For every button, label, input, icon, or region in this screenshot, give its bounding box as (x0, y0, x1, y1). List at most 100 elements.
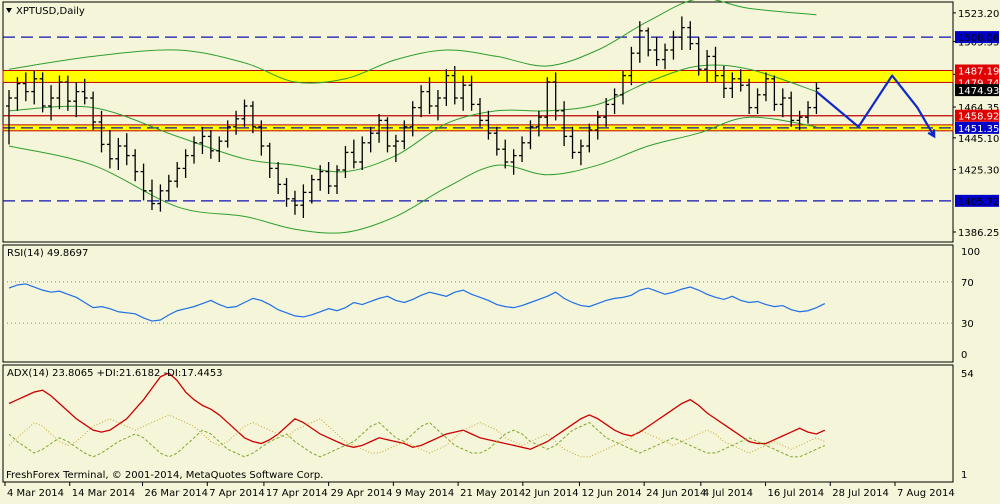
ohlc-bar (342, 146, 349, 178)
ohlc-bar (325, 162, 332, 194)
ohlc-bar (493, 126, 500, 156)
date-tick-label: 14 Mar 2014 (72, 488, 135, 499)
ohlc-bar (266, 142, 273, 178)
ohlc-bar (56, 75, 63, 110)
ohlc-bar (140, 163, 147, 201)
zones-layer (2, 69, 954, 132)
ohlc-bar (409, 101, 416, 137)
ohlc-bar (165, 174, 172, 201)
price-tick-label: 1523.20 (958, 9, 999, 20)
bollinger-layer (8, 0, 817, 234)
ohlc-bar (132, 149, 139, 182)
ohlc-bar (283, 178, 290, 207)
price-highlight-label: 1458.92 (958, 112, 999, 123)
ohlc-bar (561, 101, 568, 146)
adx-series-line (8, 421, 826, 458)
ohlc-bar (224, 120, 231, 148)
ohlc-bar (502, 139, 509, 169)
ohlc-bar (98, 110, 105, 153)
price-tick-label: 1386.25 (958, 228, 999, 239)
ohlc-bar (746, 78, 753, 114)
adx-level-label: 1 (961, 470, 967, 481)
price-axis: 1523.201505.351484.801464.351445.101425.… (953, 9, 999, 239)
ohlc-bar (611, 88, 618, 114)
ohlc-bar (90, 91, 97, 130)
price-highlight-box (955, 194, 999, 207)
date-tick-label: 26 Mar 2014 (145, 488, 208, 499)
price-highlight-box (955, 31, 999, 44)
adx-title: ADX(14) 23.8065 +DI:21.6182 -DI:17.4453 (7, 368, 223, 379)
ohlc-bar (199, 126, 206, 154)
date-tick-label: 7 Aug 2014 (897, 488, 955, 499)
rsi-level-label: 70 (961, 278, 974, 289)
price-highlight-label: 1508.06 (958, 33, 999, 44)
ohlc-bar (367, 126, 374, 153)
ohlc-bar (805, 101, 812, 124)
ohlc-bar (48, 85, 55, 121)
ohlc-bar (434, 90, 441, 121)
price-highlight-label: 1479.74 (958, 78, 999, 89)
ohlc-bar (249, 101, 256, 134)
ohlc-bar (300, 184, 307, 218)
watermark: FreshForex Terminal, © 2001-2014, MetaQu… (6, 470, 323, 481)
ohlc-bar (619, 70, 626, 105)
ohlc-bar (628, 46, 635, 86)
ohlc-bar (762, 72, 769, 102)
ohlc-bar (552, 72, 559, 121)
date-tick-label: 2 Jun 2014 (525, 488, 579, 499)
ohlc-bar (704, 50, 711, 82)
ohlc-bar (662, 43, 669, 70)
ohlc-bar (477, 98, 483, 127)
ohlc-bar (535, 110, 542, 137)
ohlc-bar (451, 66, 458, 105)
ohlc-bar (594, 110, 601, 140)
ohlc-bar (216, 136, 223, 162)
adx-layer: 54 1 (8, 369, 974, 481)
adx-panel-frame (2, 364, 954, 483)
ohlc-bar (384, 117, 391, 153)
horizontal-lines-layer (3, 36, 953, 202)
ohlc-bar (359, 136, 366, 170)
ohlc-bar (392, 134, 399, 162)
date-tick-label: 29 Apr 2014 (331, 488, 393, 499)
adx-series-line (8, 414, 826, 458)
price-highlight-label: 1405.72 (958, 197, 999, 208)
ohlc-bar (81, 78, 88, 105)
ohlc-bar (106, 130, 113, 169)
date-tick-label: 4 Mar 2014 (7, 488, 64, 499)
price-highlight-box (955, 109, 999, 122)
price-tick-label: 1445.10 (958, 134, 999, 145)
ohlc-bar (737, 69, 744, 92)
ohlc-bar (233, 110, 240, 135)
ohlc-bar (334, 165, 341, 194)
ohlc-bar (241, 99, 248, 127)
price-highlight-label: 1474.93 (958, 86, 999, 97)
ohlc-bar (813, 82, 820, 114)
symbol-title: XPTUSD,Daily (16, 6, 85, 17)
ohlc-bar (350, 139, 357, 169)
rsi-level-label: 100 (961, 247, 980, 258)
ohlc-bar (115, 138, 122, 170)
ohlc-bar (6, 90, 12, 145)
ohlc-bar (510, 149, 517, 175)
ohlc-bar (695, 37, 702, 76)
ohlc-bar (174, 162, 181, 188)
rsi-level-label: 0 (961, 350, 967, 361)
price-tick-label: 1464.35 (958, 103, 999, 114)
price-highlight-label: 1451.35 (958, 124, 999, 135)
date-tick-label: 12 Jun 2014 (581, 488, 641, 499)
price-highlight-box (955, 64, 999, 77)
ohlc-bar (645, 27, 652, 57)
ohlc-bar (191, 136, 198, 164)
ohlc-bar (519, 136, 526, 162)
ohlc-bar (729, 72, 736, 98)
ohlc-bar (603, 98, 610, 127)
date-tick-label: 4 Jul 2014 (703, 488, 753, 499)
collapse-triangle-icon[interactable] (6, 8, 12, 13)
ohlc-bar (636, 21, 643, 63)
ohlc-bar (426, 77, 433, 114)
ohlc-bar (485, 110, 492, 140)
ohlc-bar (788, 91, 795, 127)
rsi-line (8, 283, 826, 322)
